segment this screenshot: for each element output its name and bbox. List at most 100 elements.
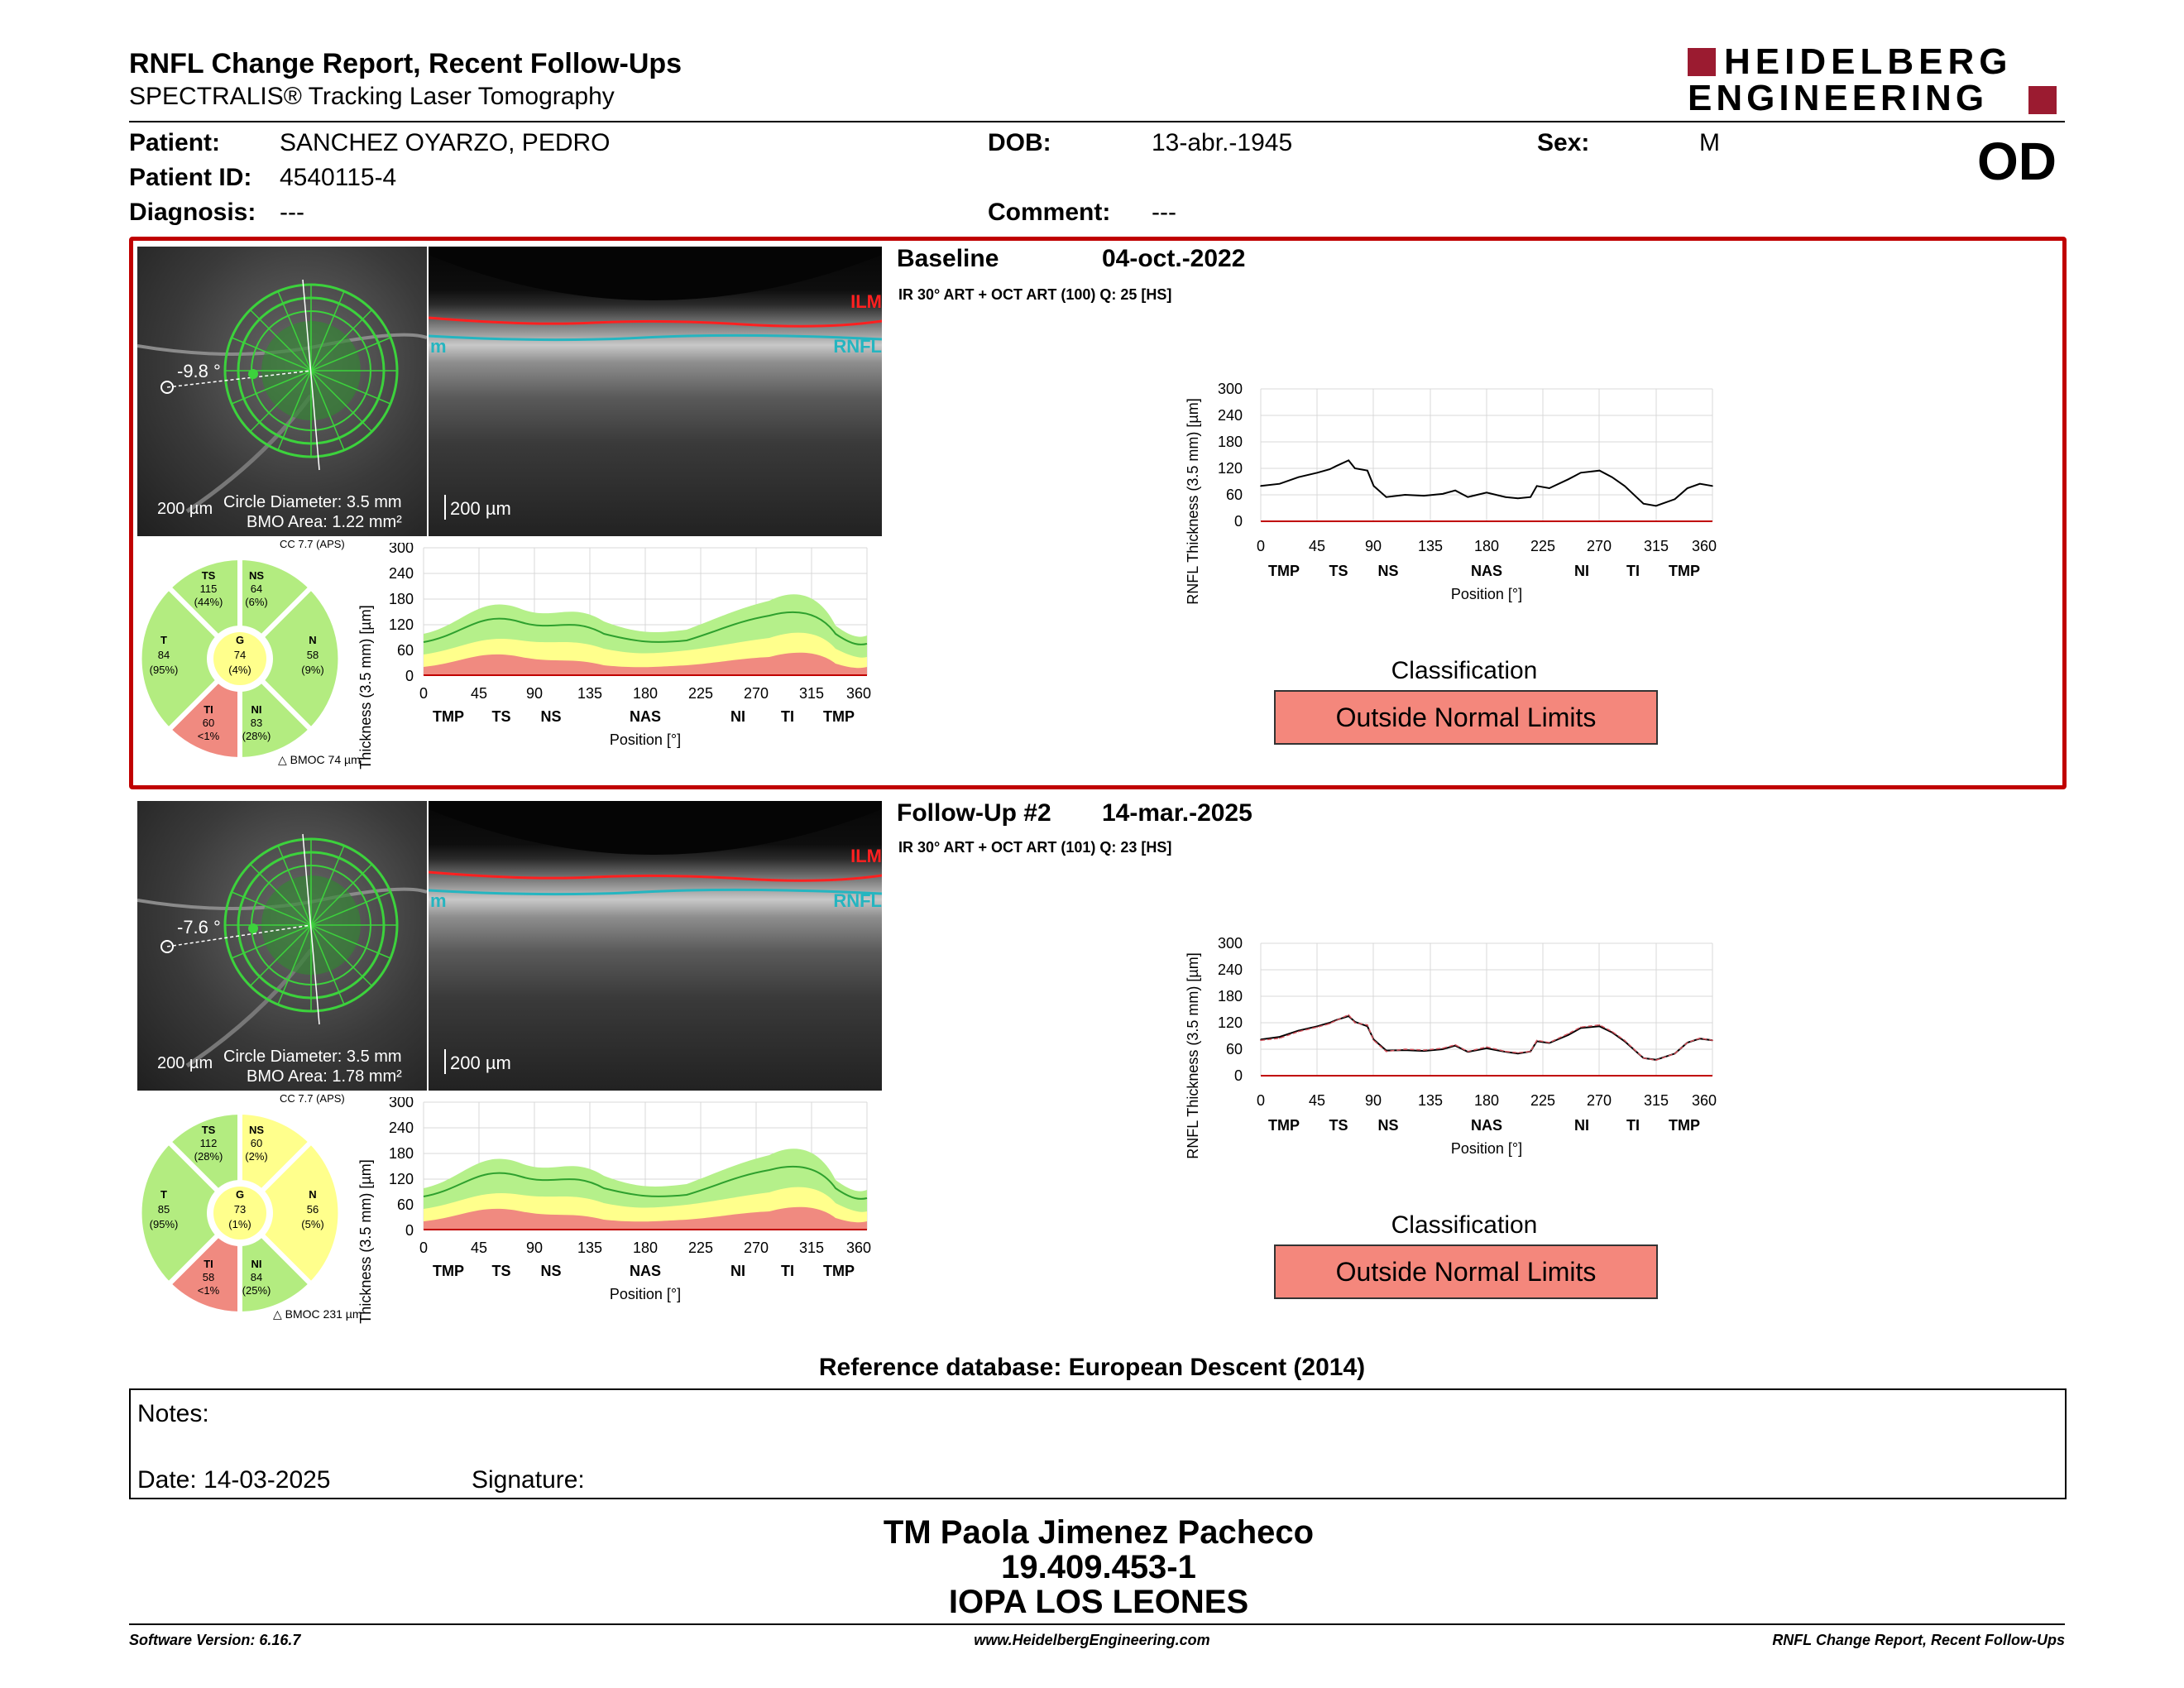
data-point: [1335, 1019, 1337, 1022]
data-point: [1505, 496, 1506, 498]
sector-ni-pct: (28%): [242, 730, 271, 742]
data-point: [1404, 1048, 1406, 1050]
data-point: [1486, 1046, 1487, 1048]
website-link[interactable]: www.HeidelbergEngineering.com: [974, 1632, 1210, 1648]
svg-text:TS: TS: [1329, 563, 1348, 579]
fundus-image-followup: -7.6 ° 200 µm Circle Diameter: 3.5 mm BM…: [137, 801, 427, 1091]
thickness-chart-baseline: RNFL Thickness (3.5 mm) [µm] 300 240 180…: [1185, 381, 1717, 605]
svg-text:270: 270: [744, 1240, 769, 1256]
data-point: [1367, 1024, 1368, 1026]
sector-ti-label: TI: [204, 703, 213, 716]
svg-text:120: 120: [389, 1171, 414, 1187]
svg-text:300: 300: [1218, 935, 1243, 952]
data-point: [1279, 1036, 1281, 1038]
series-line-baseline: [1260, 459, 1713, 507]
svg-text:TMP: TMP: [433, 708, 464, 725]
svg-text:0: 0: [1234, 513, 1243, 530]
data-point: [1467, 496, 1469, 498]
svg-text:TI: TI: [781, 708, 794, 725]
data-point: [1655, 505, 1657, 507]
data-point: [1297, 1030, 1300, 1033]
patient-name: SANCHEZ OYARZO, PEDRO: [280, 129, 611, 156]
data-point: [1260, 485, 1262, 487]
comment-label: Comment:: [988, 199, 1111, 226]
data-point: [1549, 1042, 1550, 1043]
svg-text:120: 120: [1218, 460, 1243, 477]
logo-square-top: [1688, 48, 1716, 76]
date-label: Date: 14-03-2025: [137, 1466, 331, 1494]
sex-label: Sex:: [1537, 129, 1590, 156]
svg-text:180: 180: [389, 591, 414, 607]
svg-text:0: 0: [1257, 1092, 1265, 1109]
comment-value: ---: [1152, 199, 1176, 226]
logo-square-bottom: [2028, 86, 2057, 114]
svg-text:180: 180: [1474, 1092, 1499, 1109]
svg-text:90: 90: [526, 1240, 543, 1256]
svg-text:60: 60: [397, 1196, 414, 1213]
classification-title: Classification: [1391, 1211, 1538, 1239]
data-point: [1348, 1014, 1349, 1016]
header-rule: [129, 121, 2065, 122]
report-subtitle: SPECTRALIS® Tracking Laser Tomography: [129, 83, 615, 110]
svg-text:225: 225: [688, 1240, 713, 1256]
svg-text:TI: TI: [781, 1263, 794, 1279]
svg-text:240: 240: [389, 1120, 414, 1136]
data-point: [1372, 1039, 1375, 1042]
svg-text:60: 60: [397, 642, 414, 659]
svg-text:TMP: TMP: [823, 708, 855, 725]
ilm-label: ILM: [850, 846, 882, 866]
ylabel-small: RNFL Thickness (3.5 mm) [µm]: [357, 605, 374, 773]
svg-text:<1%: <1%: [198, 1284, 220, 1297]
svg-text:NI: NI: [1574, 563, 1589, 579]
svg-text:300: 300: [1218, 381, 1243, 397]
svg-text:NS: NS: [1377, 563, 1398, 579]
data-point: [1486, 492, 1487, 494]
svg-text:0: 0: [1257, 538, 1265, 554]
svg-text:TMP: TMP: [823, 1263, 855, 1279]
svg-text:0: 0: [405, 1222, 414, 1239]
bmoc-value: BMOC 231 µm: [285, 1307, 362, 1321]
svg-text:0: 0: [419, 1240, 428, 1256]
data-point: [1567, 1033, 1569, 1035]
svg-text:300: 300: [389, 543, 414, 556]
svg-text:360: 360: [1692, 538, 1717, 554]
logo-line2: ENGINEERING: [1688, 78, 1989, 118]
svg-text:NS: NS: [540, 1263, 561, 1279]
sector-n-value: 58: [307, 649, 318, 661]
sector-ni-label: NI: [251, 703, 262, 716]
classification-badge: Outside Normal Limits: [1274, 690, 1658, 745]
data-point: [1624, 485, 1626, 487]
data-point: [1297, 476, 1300, 478]
svg-text:NI: NI: [730, 1263, 745, 1279]
bm-label: m: [430, 890, 447, 911]
data-point: [1712, 1039, 1713, 1042]
svg-text:TI: TI: [204, 1258, 213, 1270]
svg-text:Position [°]: Position [°]: [610, 1286, 681, 1302]
bscan-scale: 200 µm: [450, 498, 511, 519]
report-title: RNFL Change Report, Recent Follow-Ups: [129, 48, 682, 79]
svg-text:NI: NI: [1574, 1117, 1589, 1134]
svg-text:56: 56: [307, 1203, 318, 1216]
sector-t-label: T: [160, 634, 167, 646]
sector-t-pct: (95%): [150, 664, 179, 676]
sector-ts-pct: (44%): [194, 596, 223, 608]
exam-acquisition: IR 30° ART + OCT ART (101) Q: 23 [HS]: [898, 839, 1172, 856]
data-point: [1686, 1042, 1688, 1043]
fundus-overlay: [137, 279, 427, 514]
svg-text:300: 300: [389, 1097, 414, 1110]
svg-text:84: 84: [251, 1271, 262, 1283]
svg-text:85: 85: [158, 1203, 170, 1216]
dob-value: 13-abr.-1945: [1152, 129, 1293, 156]
data-point: [1316, 472, 1319, 474]
svg-text:180: 180: [389, 1145, 414, 1162]
svg-text:NI: NI: [730, 708, 745, 725]
heidelberg-logo: HEIDELBERG ENGINEERING: [1688, 41, 2068, 118]
exam-date: 14-mar.-2025: [1102, 799, 1252, 827]
data-point: [1580, 1026, 1582, 1029]
svg-text:315: 315: [799, 685, 824, 702]
data-point: [1367, 469, 1368, 472]
circle-diameter: Circle Diameter: 3.5 mm: [223, 493, 402, 511]
data-point: [1329, 1022, 1331, 1024]
svg-text:0: 0: [1234, 1067, 1243, 1084]
ylabel-large: RNFL Thickness (3.5 mm) [µm]: [1185, 398, 1201, 604]
